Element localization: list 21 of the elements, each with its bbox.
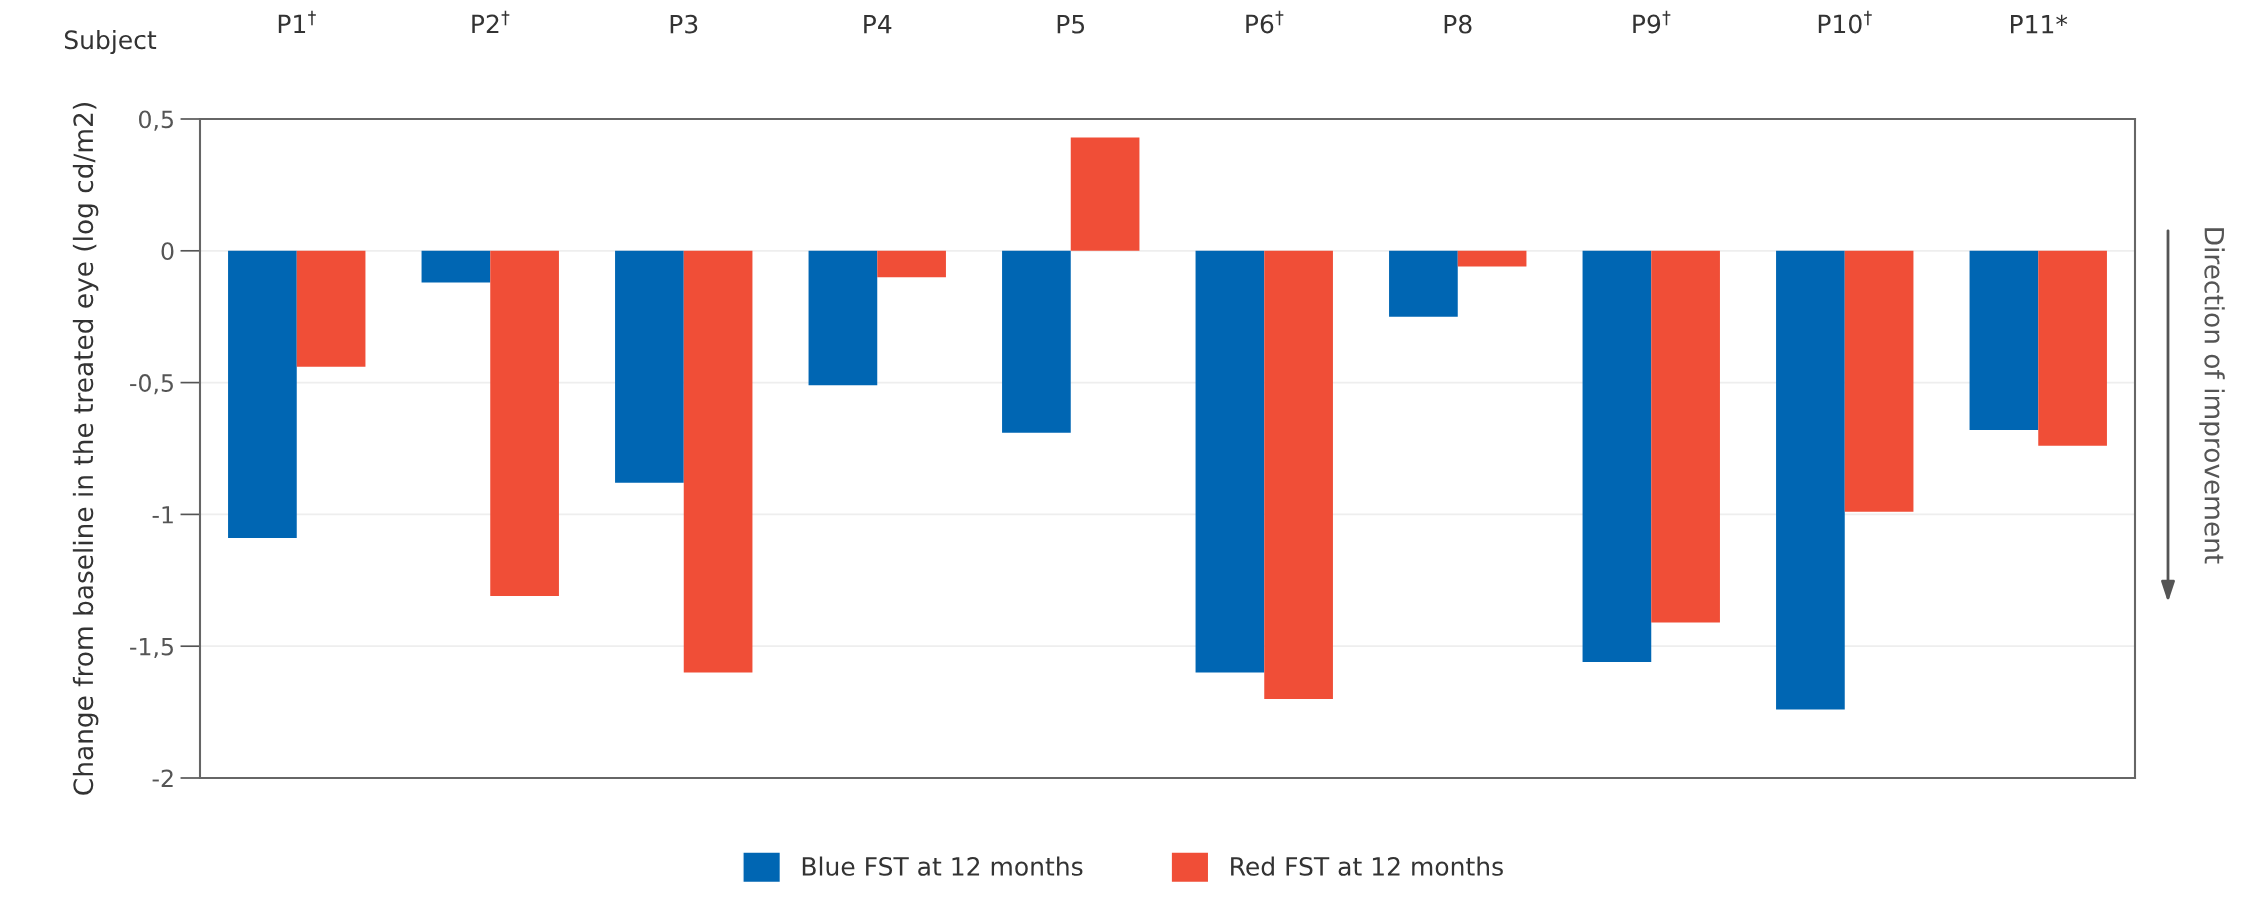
x-tick-label: P5 xyxy=(1057,15,1085,34)
x-tick-label: P4 xyxy=(864,15,892,34)
y-axis-title: Change from baseline in the treated eye (log cd/m2) xyxy=(72,103,99,795)
x-tick-label: P10$^{†}$ xyxy=(1818,10,1872,34)
y-tick-label: -2 xyxy=(152,769,173,787)
y-tick-label: -1,5 xyxy=(130,637,173,658)
x-tick-label: P6$^{†}$ xyxy=(1246,10,1284,34)
x-tick-label: P9$^{†}$ xyxy=(1633,10,1671,34)
y-tick-label: -0,5 xyxy=(130,374,173,395)
y-tick-label: 0,5 xyxy=(139,110,173,131)
text: Subject xyxy=(64,29,157,55)
x-tick-label: P3 xyxy=(670,14,698,34)
legend-label: Red FST at 12 months xyxy=(1231,856,1503,876)
x-tick-label: P11* xyxy=(2011,14,2068,34)
x-tick-label: P2$^{†}$ xyxy=(472,10,510,34)
text: Direction of improvement xyxy=(2199,228,2225,564)
x-tick-label: P8 xyxy=(1444,14,1472,34)
x-tick-label: P1$^{†}$ xyxy=(278,10,316,34)
legend-label: Blue FST at 12 months xyxy=(802,856,1083,876)
y-tick-label: -1 xyxy=(152,506,173,524)
y-tick-label: 0 xyxy=(161,242,174,261)
